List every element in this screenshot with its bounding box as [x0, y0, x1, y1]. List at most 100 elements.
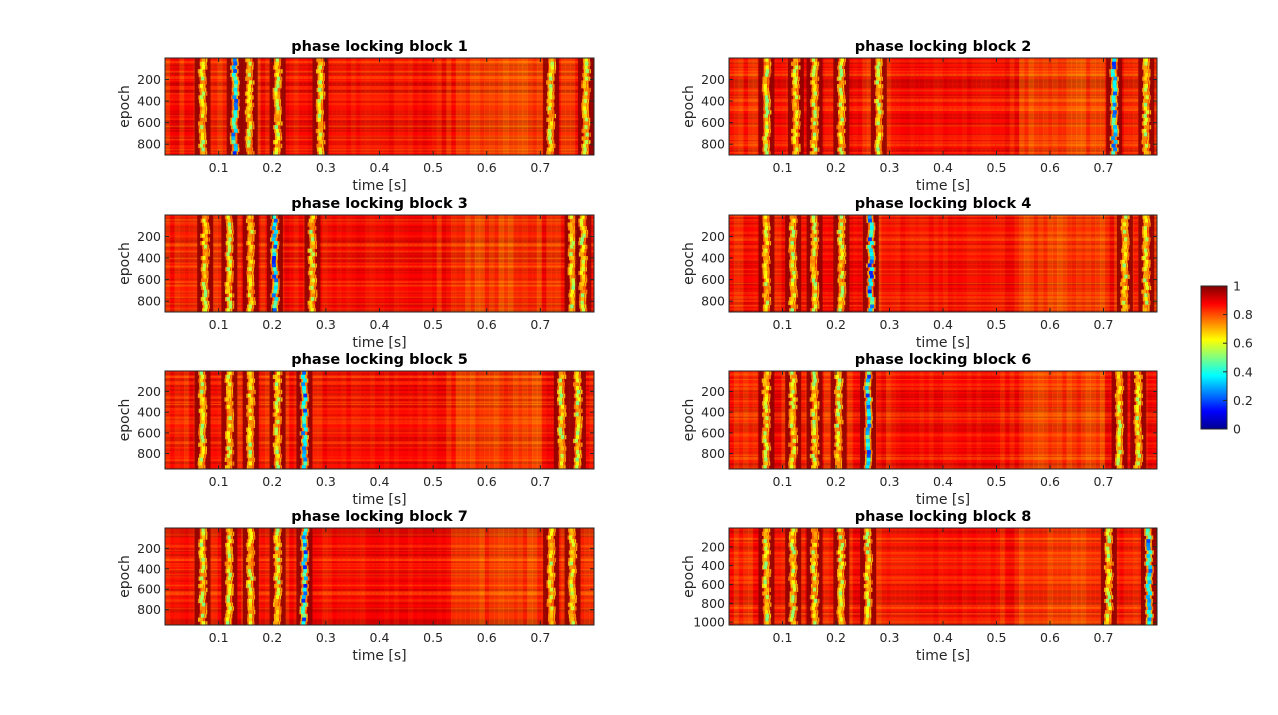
locking-band-edge — [271, 222, 273, 227]
locking-band-edge — [1117, 147, 1119, 152]
locking-band-edge — [1147, 233, 1150, 238]
locking-band-edge — [574, 461, 576, 466]
locking-band-segment — [201, 91, 206, 96]
locking-band-segment — [276, 378, 280, 383]
time-column — [1047, 215, 1053, 312]
locking-band-segment — [580, 300, 584, 306]
locking-band-segment — [318, 136, 322, 141]
locking-band-edge — [225, 550, 228, 555]
locking-band-edge — [876, 128, 878, 134]
locking-band-segment — [1117, 378, 1122, 383]
locking-band-edge — [575, 408, 578, 413]
locking-band-edge — [1139, 397, 1142, 402]
locking-band-edge — [1146, 140, 1149, 145]
locking-band-segment — [560, 423, 564, 429]
locking-band-segment — [571, 285, 576, 291]
locking-band-edge — [248, 576, 251, 581]
locking-band-edge — [1134, 389, 1136, 395]
locking-band-segment — [249, 289, 253, 294]
locking-band-segment — [303, 412, 308, 417]
locking-band-segment — [303, 397, 308, 402]
locking-band-segment — [582, 233, 586, 238]
locking-band-segment — [869, 222, 874, 227]
locking-band-edge — [246, 438, 248, 444]
time-column — [914, 58, 920, 155]
locking-band-edge — [769, 393, 771, 398]
locking-band-segment — [838, 229, 842, 235]
locking-band-edge — [203, 550, 206, 555]
locking-band-segment — [302, 378, 307, 383]
locking-band-edge — [318, 91, 320, 96]
locking-band-edge — [818, 416, 820, 421]
locking-band-edge — [205, 147, 207, 152]
time-column — [1066, 58, 1072, 155]
locking-band-segment — [228, 371, 232, 376]
time-column — [165, 58, 171, 155]
locking-band-segment — [836, 397, 841, 402]
locking-band-edge — [252, 95, 254, 100]
locking-band-edge — [810, 215, 812, 220]
locking-band-edge — [585, 263, 587, 268]
locking-band-segment — [1143, 65, 1148, 70]
locking-band-edge — [247, 461, 249, 466]
locking-band-edge — [788, 237, 791, 242]
locking-band-edge — [276, 267, 279, 272]
locking-band-edge — [278, 602, 281, 607]
time-column — [995, 215, 1001, 312]
band-flank — [785, 371, 791, 469]
time-column — [365, 528, 371, 625]
locking-band-edge — [585, 274, 588, 279]
locking-band-segment — [201, 58, 206, 63]
locking-band-edge — [810, 226, 813, 231]
locking-band-segment — [248, 461, 253, 466]
locking-band-edge — [313, 229, 315, 235]
locking-band-edge — [272, 427, 275, 432]
locking-band-edge — [578, 218, 580, 223]
locking-band-edge — [270, 237, 272, 242]
time-column — [776, 371, 782, 469]
locking-band-edge — [204, 576, 206, 581]
locking-band-edge — [300, 386, 303, 391]
locking-band-segment — [203, 300, 208, 306]
locking-band-edge — [1143, 58, 1145, 63]
locking-band-edge — [793, 442, 796, 447]
locking-band-edge — [792, 117, 794, 122]
locking-band-edge — [794, 222, 797, 227]
locking-band-segment — [228, 572, 232, 577]
locking-band-segment — [1144, 215, 1148, 220]
locking-band-edge — [323, 76, 325, 81]
locking-band-edge — [579, 263, 582, 268]
locking-band-edge — [321, 58, 324, 63]
time-column — [847, 58, 854, 155]
time-column — [284, 371, 290, 469]
locking-band-edge — [798, 58, 801, 63]
locking-band-edge — [873, 229, 875, 235]
locking-band-segment — [765, 423, 769, 429]
locking-band-segment — [247, 557, 251, 563]
locking-band-edge — [205, 106, 208, 111]
locking-band-edge — [317, 151, 319, 155]
locking-band-edge — [552, 132, 554, 137]
locking-band-segment — [876, 117, 880, 122]
locking-band-segment — [765, 386, 770, 391]
locking-band-segment — [765, 393, 769, 398]
locking-band-segment — [581, 308, 586, 312]
locking-band-edge — [205, 602, 208, 607]
time-column — [527, 215, 533, 312]
locking-band-edge — [840, 465, 843, 469]
locking-band-segment — [318, 87, 322, 93]
locking-band-segment — [570, 297, 575, 302]
locking-band-edge — [246, 267, 249, 272]
locking-band-segment — [1122, 267, 1126, 272]
locking-band-segment — [1137, 374, 1141, 380]
locking-band-segment — [577, 420, 581, 425]
locking-band-segment — [226, 613, 231, 619]
locking-band-segment — [763, 431, 767, 436]
locking-band-edge — [207, 259, 210, 264]
locking-band-edge — [279, 539, 281, 544]
time-column — [427, 215, 433, 312]
locking-band-edge — [1110, 117, 1112, 122]
locking-band-edge — [197, 461, 200, 466]
locking-band-edge — [864, 401, 867, 406]
locking-band-segment — [233, 91, 238, 96]
